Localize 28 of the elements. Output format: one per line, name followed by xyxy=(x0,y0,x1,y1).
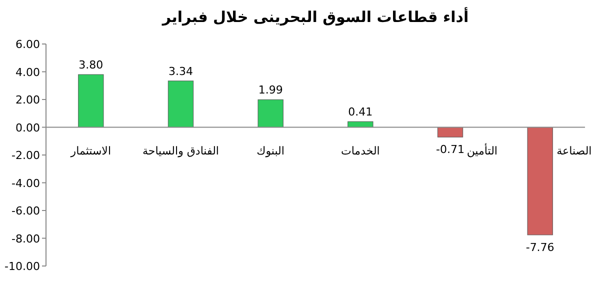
bar xyxy=(258,99,284,128)
x-tick-label: التأمين xyxy=(466,142,498,158)
y-tick-label: 0.00 xyxy=(16,121,40,134)
bar xyxy=(78,74,104,128)
x-tick-label: الفنادق والسياحة xyxy=(142,144,219,158)
bar xyxy=(168,80,194,128)
bar xyxy=(527,127,553,236)
bar xyxy=(437,127,464,138)
chart-title: أداء قطاعات السوق البحرينى خلال فبراير xyxy=(161,7,469,26)
y-tick-label: -10.00 xyxy=(4,260,40,273)
data-label: -7.76 xyxy=(526,240,554,254)
y-tick-label: 4.00 xyxy=(16,66,40,79)
y-tick-label: -6.00 xyxy=(12,204,40,218)
x-tick-label: البنوك xyxy=(256,144,284,158)
y-tick-label: 2.00 xyxy=(16,94,40,106)
data-label: 3.80 xyxy=(78,58,104,72)
y-tick-label: 6.00 xyxy=(16,38,40,51)
data-label: 1.99 xyxy=(258,84,283,97)
data-label: 3.34 xyxy=(168,64,193,78)
y-tick-label: -4.00 xyxy=(12,176,40,190)
y-tick-label: -2.00 xyxy=(12,149,40,162)
x-tick-label: الاستثمار xyxy=(70,144,112,158)
data-label: 0.41 xyxy=(348,106,373,119)
bar xyxy=(348,121,374,128)
data-label: -0.71 xyxy=(436,143,464,156)
x-tick-label: الصناعة xyxy=(556,144,592,158)
x-tick-label: الخدمات xyxy=(340,144,380,158)
y-tick-label: -8.00 xyxy=(12,232,40,246)
